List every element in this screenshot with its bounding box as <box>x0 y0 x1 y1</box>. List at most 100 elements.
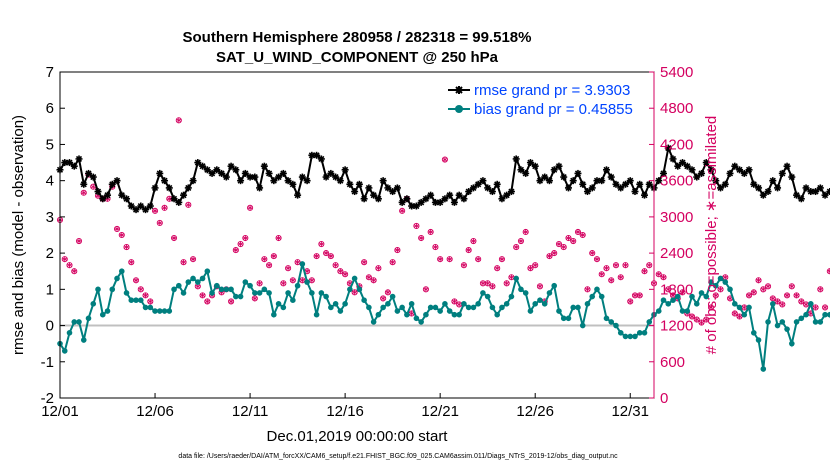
rmse-point <box>636 180 644 188</box>
star-stroke <box>807 188 814 195</box>
bias-point <box>99 311 106 318</box>
rmse-point <box>279 169 287 177</box>
star-stroke <box>437 199 444 206</box>
bias-point <box>61 348 68 354</box>
asterisk-stroke <box>299 278 305 282</box>
obs-assimilated-point <box>228 298 234 305</box>
asterisk-stroke <box>138 287 144 292</box>
asterisk-stroke <box>755 278 762 282</box>
asterisk-stroke <box>323 251 329 255</box>
obs-assimilated-point <box>803 301 809 308</box>
asterisk-stroke <box>499 257 505 261</box>
star-stroke <box>560 173 567 181</box>
rmse-point <box>360 195 368 203</box>
rmse-point <box>89 173 97 181</box>
star-stroke <box>688 166 696 173</box>
rmse-point <box>517 166 525 174</box>
star-stroke <box>589 184 596 191</box>
x-tick-label: 12/31 <box>611 403 649 420</box>
bias-point <box>104 308 111 314</box>
asterisk-stroke <box>485 281 491 285</box>
rmse-point <box>574 169 582 177</box>
asterisk-stroke <box>119 233 125 237</box>
bias-point <box>418 319 424 325</box>
star-stroke <box>617 184 624 191</box>
bias-point <box>432 304 439 311</box>
bias-point <box>451 311 458 318</box>
rmse-point <box>503 191 511 199</box>
star-stroke <box>403 195 410 202</box>
obs-assimilated-point <box>380 295 386 301</box>
obs-assimilated-point <box>741 304 747 311</box>
star-stroke <box>475 181 482 188</box>
star-stroke <box>446 192 453 199</box>
star-stroke <box>323 173 330 181</box>
star-stroke <box>574 170 582 177</box>
star-stroke <box>489 188 496 195</box>
y-tick-label-left: 7 <box>46 64 54 81</box>
star-stroke <box>289 181 296 188</box>
obs-assimilated-point <box>641 268 648 274</box>
bias-point <box>693 301 700 307</box>
rmse-point <box>275 173 283 181</box>
bias-point <box>228 286 234 293</box>
obs-assimilated-point <box>489 283 496 289</box>
rmse-point <box>303 177 311 185</box>
bias-point <box>518 286 524 293</box>
obs-assimilated-point <box>537 283 543 289</box>
bias-point <box>817 319 824 325</box>
star-stroke <box>741 170 748 177</box>
star-stroke <box>71 163 78 170</box>
rmse-point <box>693 173 701 181</box>
bias-point <box>109 286 116 293</box>
bias-point <box>827 311 830 318</box>
asterisk-stroke <box>784 293 790 298</box>
rmse-point <box>370 191 378 199</box>
bias-point <box>755 337 762 343</box>
asterisk-stroke <box>76 239 82 243</box>
asterisk-stroke <box>793 293 800 298</box>
bias-point <box>741 311 748 318</box>
obs-assimilated-point <box>147 298 153 305</box>
obs-assimilated-point <box>613 262 619 268</box>
asterisk-stroke <box>256 281 263 285</box>
rmse-point <box>536 177 544 185</box>
star-stroke <box>351 188 358 195</box>
asterisk-stroke <box>527 266 534 270</box>
rmse-point <box>156 169 164 177</box>
asterisk-stroke <box>698 320 705 325</box>
y-tick-label-left: -2 <box>41 390 54 407</box>
bias-point <box>408 301 415 307</box>
star-stroke <box>208 170 216 177</box>
bias-point <box>689 293 695 300</box>
obs-assimilated-point <box>337 268 343 274</box>
obs-assimilated-point <box>247 205 253 211</box>
rmse-point <box>270 177 278 185</box>
rmse-point <box>260 162 268 170</box>
rmse-point <box>184 184 192 192</box>
obs-assimilated-point <box>261 256 267 262</box>
bias-point <box>114 275 120 282</box>
rmse-point <box>769 177 777 185</box>
legend-box <box>440 77 648 115</box>
rmse-point <box>774 184 782 192</box>
star-stroke <box>294 192 301 199</box>
bias-point <box>185 279 192 285</box>
asterisk-stroke <box>166 197 172 201</box>
star-stroke <box>384 184 391 191</box>
rmse-point <box>755 184 763 192</box>
star-stroke <box>622 181 629 188</box>
star-stroke <box>627 177 634 184</box>
bias-point <box>71 319 78 325</box>
bias-point <box>294 282 301 289</box>
asterisk-stroke <box>337 269 343 273</box>
rmse-point <box>564 184 572 192</box>
bias-point <box>247 282 253 289</box>
bias-point <box>389 293 396 300</box>
bias-point <box>660 297 667 304</box>
bias-point <box>361 297 367 304</box>
star-stroke <box>669 155 677 162</box>
star-stroke <box>432 199 439 206</box>
obs-assimilated-point <box>703 316 709 323</box>
rmse-point <box>113 177 121 185</box>
